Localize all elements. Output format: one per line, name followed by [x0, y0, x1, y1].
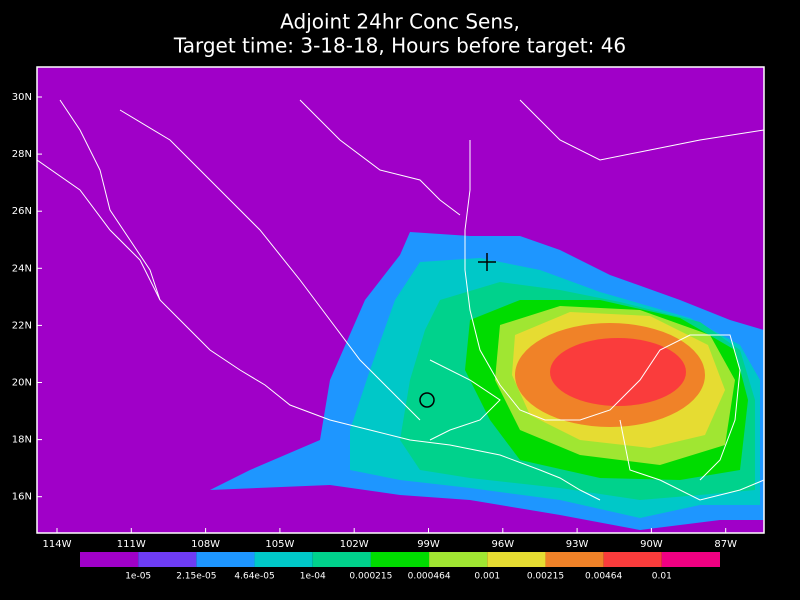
colorbar-label: 4.64e-05 — [234, 572, 274, 582]
map-area — [37, 67, 764, 533]
lat-label: 26N — [12, 206, 32, 217]
colorbar-label: 0.00464 — [585, 572, 622, 582]
lat-label: 16N — [12, 492, 32, 503]
lon-label: 87W — [714, 539, 737, 550]
colorbar-label: 0.000464 — [408, 572, 451, 582]
target-marker — [478, 253, 496, 271]
colorbar-swatch — [312, 552, 371, 567]
colorbar-swatch — [429, 552, 488, 567]
colorbar-swatch — [487, 552, 546, 567]
title-line: Target time: 3-18-18, Hours before targe… — [173, 34, 626, 58]
lat-label: 28N — [12, 149, 32, 160]
lon-label: 111W — [117, 539, 146, 550]
lon-label: 90W — [640, 539, 663, 550]
colorbar-label: 0.000215 — [349, 572, 392, 582]
lat-label: 22N — [12, 320, 32, 331]
colorbar-label: 0.00215 — [527, 572, 564, 582]
colorbar-swatch — [545, 552, 604, 567]
lat-label: 24N — [12, 263, 32, 274]
lon-label: 114W — [43, 539, 72, 550]
coastlines — [37, 99, 764, 501]
colorbar-label: 0.001 — [474, 572, 500, 582]
lon-label: 108W — [191, 539, 220, 550]
contour-region — [550, 338, 686, 406]
colorbar-swatch — [254, 552, 313, 567]
lat-label: 20N — [12, 378, 32, 389]
lat-label: 30N — [12, 92, 32, 103]
colorbar-label: 2.15e-05 — [176, 572, 216, 582]
colorbar-swatch — [80, 552, 139, 567]
lon-label: 102W — [340, 539, 369, 550]
colorbar-swatch — [370, 552, 430, 567]
source-marker — [419, 392, 435, 408]
colorbar-swatch — [196, 552, 255, 567]
colorbar-label: 0.01 — [652, 572, 672, 582]
lon-label: 96W — [491, 539, 514, 550]
lon-label: 105W — [265, 539, 294, 550]
lon-label: 99W — [417, 539, 440, 550]
title-line: Adjoint 24hr Conc Sens, — [280, 10, 520, 34]
colorbar-swatch — [661, 552, 720, 567]
colorbar-label: 1e-05 — [125, 572, 151, 582]
colorbar-swatch — [603, 552, 662, 567]
lon-label: 93W — [566, 539, 589, 550]
lat-label: 18N — [12, 435, 32, 446]
colorbar-swatch — [138, 552, 197, 567]
colorbar-label: 1e-04 — [300, 572, 326, 582]
map-frame — [36, 66, 765, 534]
